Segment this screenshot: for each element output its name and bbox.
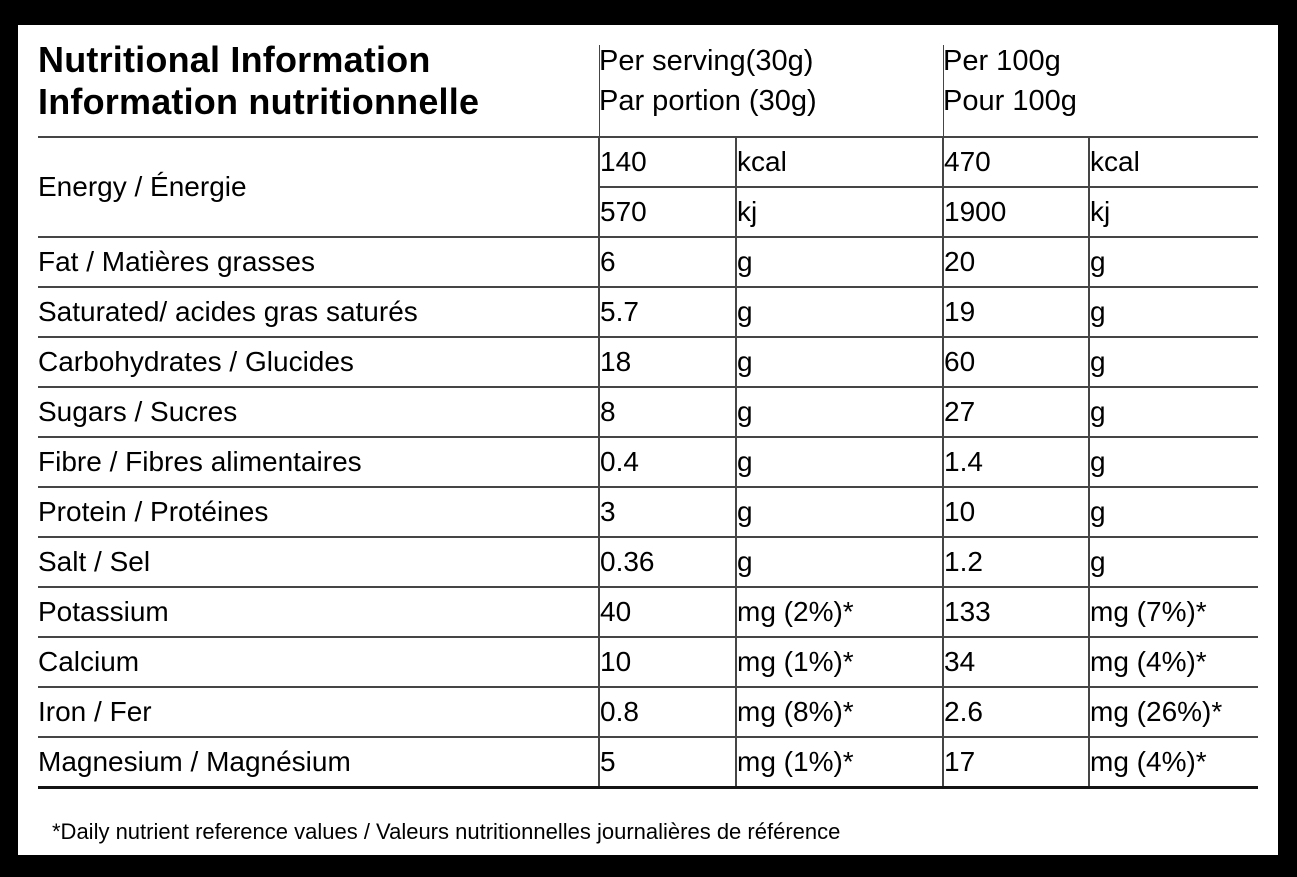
table-row-protein: Protein / Protéines 3 g 10 g (38, 486, 1259, 537)
per100-unit: kcal (1087, 136, 1259, 187)
table-row-sugars: Sugars / Sucres 8 g 27 g (38, 386, 1259, 437)
serving-unit: g (735, 436, 943, 487)
serving-unit: kcal (735, 136, 943, 187)
per100-unit: g (1087, 436, 1259, 487)
table-row-salt: Salt / Sel 0.36 g 1.2 g (38, 536, 1259, 587)
serving-unit: g (735, 236, 943, 287)
serving-unit: g (735, 486, 943, 537)
serving-unit: g (735, 386, 943, 437)
per100-unit: g (1087, 286, 1259, 337)
nutrient-label: Saturated/ acides gras saturés (38, 286, 599, 337)
serving-value: 570 (598, 186, 736, 237)
per100-value: 10 (942, 486, 1089, 537)
nutrient-label: Salt / Sel (38, 536, 599, 587)
table-row-magnesium: Magnesium / Magnésium 5 mg (1%)* 17 mg (… (38, 736, 1259, 789)
per-serving-label-fr: Par portion (30g) (599, 84, 817, 117)
serving-value: 18 (598, 336, 736, 387)
per100-unit: g (1087, 236, 1259, 287)
per100-value: 34 (942, 636, 1089, 687)
column-header-per-serving: Per serving(30g) Par portion (30g) (599, 25, 943, 137)
column-header-per-100g: Per 100g Pour 100g (943, 25, 1258, 137)
per100-unit: mg (4%)* (1087, 636, 1259, 687)
nutrient-label: Calcium (38, 636, 599, 687)
nutrition-table: Nutritional Information Information nutr… (38, 25, 1259, 789)
title-french: Information nutritionnelle (38, 80, 480, 122)
table-row-fat: Fat / Matières grasses 6 g 20 g (38, 236, 1259, 287)
nutrition-label-card: Nutritional Information Information nutr… (18, 25, 1278, 855)
serving-unit: mg (8%)* (735, 686, 943, 737)
serving-value: 10 (598, 636, 736, 687)
per-100g-label-fr: Pour 100g (943, 84, 1077, 117)
serving-unit: mg (1%)* (735, 736, 943, 789)
table-row-energy-kj: 570 kj 1900 kj (38, 186, 1259, 237)
per100-value: 20 (942, 236, 1089, 287)
serving-value: 40 (598, 586, 736, 637)
per100-unit: mg (4%)* (1087, 736, 1259, 789)
table-row-iron: Iron / Fer 0.8 mg (8%)* 2.6 mg (26%)* (38, 686, 1259, 737)
nutrient-label: Sugars / Sucres (38, 386, 599, 437)
table-row-carbohydrates: Carbohydrates / Glucides 18 g 60 g (38, 336, 1259, 387)
per100-unit: g (1087, 336, 1259, 387)
per100-value: 2.6 (942, 686, 1089, 737)
serving-value: 5.7 (598, 286, 736, 337)
table-row-calcium: Calcium 10 mg (1%)* 34 mg (4%)* (38, 636, 1259, 687)
nutrient-label: Iron / Fer (38, 686, 599, 737)
per100-unit: g (1087, 536, 1259, 587)
per100-unit: mg (26%)* (1087, 686, 1259, 737)
per100-value: 60 (942, 336, 1089, 387)
daily-reference-footnote: *Daily nutrient reference values / Valeu… (52, 819, 841, 844)
serving-value: 3 (598, 486, 736, 537)
serving-unit: g (735, 536, 943, 587)
serving-unit: g (735, 336, 943, 387)
per100-value: 27 (942, 386, 1089, 437)
serving-value: 6 (598, 236, 736, 287)
per100-value: 19 (942, 286, 1089, 337)
serving-unit: g (735, 286, 943, 337)
table-row-potassium: Potassium 40 mg (2%)* 133 mg (7%)* (38, 586, 1259, 637)
serving-value: 8 (598, 386, 736, 437)
serving-unit: mg (1%)* (735, 636, 943, 687)
per-serving-label-en: Per serving(30g) (599, 44, 814, 77)
nutrient-label: Potassium (38, 586, 599, 637)
per100-value: 133 (942, 586, 1089, 637)
per100-value: 470 (942, 136, 1089, 187)
serving-unit: kj (735, 186, 943, 237)
table-row-saturated: Saturated/ acides gras saturés 5.7 g 19 … (38, 286, 1259, 337)
nutrient-label: Magnesium / Magnésium (38, 736, 599, 789)
nutrient-label: Carbohydrates / Glucides (38, 336, 599, 387)
per100-unit: g (1087, 486, 1259, 537)
serving-value: 0.36 (598, 536, 736, 587)
per100-unit: mg (7%)* (1087, 586, 1259, 637)
nutrient-label: Fibre / Fibres alimentaires (38, 436, 599, 487)
serving-value: 140 (598, 136, 736, 187)
per100-value: 1.4 (942, 436, 1089, 487)
nutrient-label: Fat / Matières grasses (38, 236, 599, 287)
table-row-fibre: Fibre / Fibres alimentaires 0.4 g 1.4 g (38, 436, 1259, 487)
serving-value: 0.8 (598, 686, 736, 737)
page-title: Nutritional Information Information nutr… (38, 25, 599, 137)
table-header-row: Nutritional Information Information nutr… (38, 25, 1258, 137)
title-english: Nutritional Information (38, 38, 431, 80)
per100-unit: kj (1087, 186, 1259, 237)
per100-value: 17 (942, 736, 1089, 789)
serving-value: 0.4 (598, 436, 736, 487)
per-100g-label-en: Per 100g (943, 44, 1061, 77)
nutrient-label: Protein / Protéines (38, 486, 599, 537)
per100-unit: g (1087, 386, 1259, 437)
per100-value: 1.2 (942, 536, 1089, 587)
per100-value: 1900 (942, 186, 1089, 237)
nutrient-label: Energy / Énergie (38, 136, 599, 237)
serving-unit: mg (2%)* (735, 586, 943, 637)
serving-value: 5 (598, 736, 736, 789)
table-row-energy-kcal: Energy / Énergie 140 kcal 470 kcal (38, 136, 1259, 237)
